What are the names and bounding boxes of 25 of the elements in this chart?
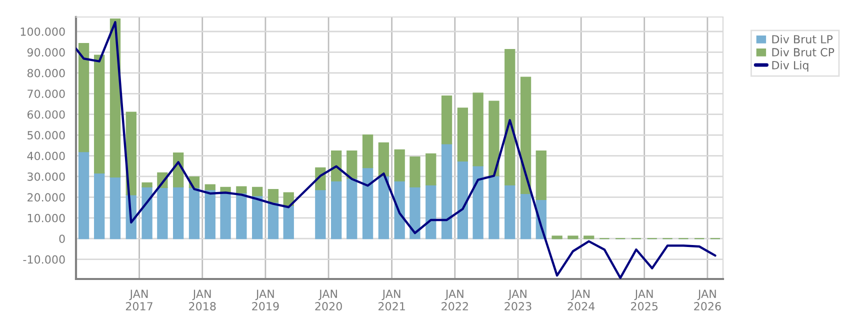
legend-label: Div Liq [772,60,808,72]
x-tick-label: JAN 2020 [315,290,342,310]
y-tick-label: 40.000 [27,152,65,160]
legend-label: Div Brut LP [772,34,833,44]
y-tick-label: 50.000 [28,131,65,140]
x-tick-label: JAN 2017 [126,290,152,310]
x-tick-label: JAN 2021 [378,290,405,310]
y-tick-label: 90.000 [27,48,65,57]
y-tick-label: 100.000 [20,27,65,36]
y-tick-label: -10.000 [23,255,65,264]
x-tick-label: JAN 2024 [568,290,595,310]
y-tick-label: 20.000 [28,193,65,202]
y-tick-label: 10.000 [28,214,65,222]
y-tick-label: 70.000 [28,90,65,98]
x-tick-label: JAN 2018 [189,290,216,310]
y-tick-label: 0 [59,234,65,243]
y-tick-label: 30.000 [28,172,65,181]
x-tick-label: JAN 2022 [442,290,468,310]
y-tick-label: 80.000 [27,68,65,78]
x-tick-label: JAN 2023 [504,290,532,310]
y-tick-label: 60.000 [27,110,65,119]
x-tick-label: JAN 2025 [631,290,658,310]
x-tick-label: JAN 2026 [694,290,721,310]
x-tick-label: JAN 2019 [252,290,279,310]
legend-label: Div Brut CP [772,48,834,56]
